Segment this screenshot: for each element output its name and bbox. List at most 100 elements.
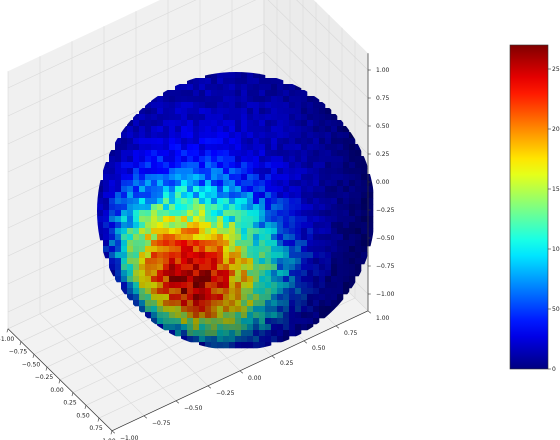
surface-patch <box>265 192 272 199</box>
surface-patch <box>139 300 146 307</box>
surface-patch <box>253 258 260 265</box>
surface-patch <box>241 192 248 199</box>
surface-patch <box>259 252 266 259</box>
surface-patch <box>139 192 146 199</box>
left-gridline-z <box>7 51 265 173</box>
surface-patch <box>307 246 314 253</box>
surface-patch <box>121 162 128 169</box>
surface-patch <box>157 132 164 139</box>
x-tick-mark <box>32 354 35 358</box>
surface-patch <box>337 168 344 175</box>
surface-patch <box>349 258 356 265</box>
surface-patch <box>265 78 272 85</box>
surface-patch <box>301 288 308 295</box>
surface-patch <box>103 162 110 169</box>
surface-patch <box>223 150 230 157</box>
surface-patch <box>193 150 200 157</box>
surface-patch <box>163 180 170 187</box>
surface-patch <box>265 240 272 247</box>
surface-patch <box>121 204 128 211</box>
surface-patch <box>115 198 122 205</box>
surface-patch <box>319 300 326 307</box>
surface-patch <box>265 114 272 121</box>
surface-patch <box>211 222 218 229</box>
surface-patch <box>253 198 260 205</box>
surface-patch <box>151 102 158 109</box>
surface-patch <box>139 264 146 271</box>
surface-patch <box>265 228 272 235</box>
surface-patch <box>367 222 374 229</box>
surface-patch <box>139 282 146 289</box>
surface-patch <box>283 318 290 325</box>
surface-patch <box>109 156 116 163</box>
surface-patch <box>355 150 362 157</box>
surface-patch <box>193 294 200 301</box>
surface-patch <box>187 84 194 91</box>
surface-patch <box>121 240 128 247</box>
surface-patch <box>277 234 284 241</box>
colorbar-tick-label: 250 <box>552 66 560 73</box>
surface-patch <box>295 144 302 151</box>
surface-patch <box>181 210 188 217</box>
surface-patch <box>337 288 344 295</box>
surface-patch <box>157 156 164 163</box>
surface-patch <box>241 114 248 121</box>
surface-patch <box>175 198 182 205</box>
x-tick-label: 0.75 <box>89 425 103 432</box>
surface-patch <box>283 126 290 133</box>
y-tick-label: −0.50 <box>184 405 203 412</box>
surface-patch <box>127 144 134 151</box>
surface-patch <box>331 162 338 169</box>
surface-patch <box>121 258 128 265</box>
surface-patch <box>151 288 158 295</box>
surface-patch <box>139 270 146 277</box>
surface-patch <box>175 294 182 301</box>
surface-patch <box>283 300 290 307</box>
surface-patch <box>109 174 116 181</box>
surface-patch <box>223 234 230 241</box>
surface-patch <box>295 330 302 337</box>
surface-patch <box>289 318 296 325</box>
surface-patch <box>313 216 320 223</box>
surface-patch <box>133 246 140 253</box>
surface-patch <box>241 156 248 163</box>
surface-patch <box>235 144 242 151</box>
surface-patch <box>229 276 236 283</box>
y-tick-mark <box>335 325 339 329</box>
surface-patch <box>133 222 140 229</box>
surface-patch <box>349 180 356 187</box>
surface-patch <box>271 210 278 217</box>
surface-patch <box>127 282 134 289</box>
surface-patch <box>289 120 296 127</box>
x-tick-mark <box>84 405 87 409</box>
surface-patch <box>277 150 284 157</box>
surface-patch <box>151 204 158 211</box>
surface-patch <box>199 306 206 313</box>
surface-patch <box>223 72 230 79</box>
surface-patch <box>289 90 296 97</box>
surface-patch <box>283 288 290 295</box>
surface-patch <box>169 234 176 241</box>
surface-patch <box>223 96 230 103</box>
surface-patch <box>325 234 332 241</box>
surface-patch <box>325 210 332 217</box>
surface-patch <box>133 144 140 151</box>
surface-patch <box>181 324 188 331</box>
surface-patch <box>241 246 248 253</box>
surface-patch <box>163 228 170 235</box>
surface-patch <box>325 276 332 283</box>
surface-patch <box>193 270 200 277</box>
surface-patch <box>235 258 242 265</box>
surface-patch <box>343 228 350 235</box>
surface-patch <box>241 306 248 313</box>
surface-patch <box>187 186 194 193</box>
surface-patch <box>289 186 296 193</box>
surface-patch <box>145 198 152 205</box>
surface-patch <box>301 240 308 247</box>
surface-patch <box>163 294 170 301</box>
surface-patch <box>301 216 308 223</box>
surface-patch <box>313 306 320 313</box>
surface-patch <box>217 72 224 79</box>
surface-patch <box>307 294 314 301</box>
surface-patch <box>247 240 254 247</box>
